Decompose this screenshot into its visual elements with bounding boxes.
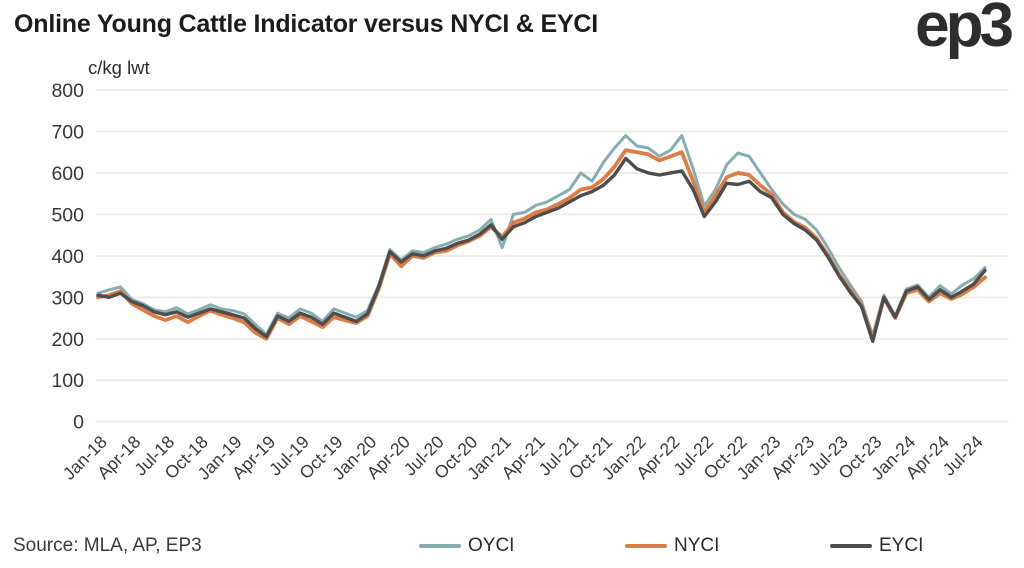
legend-label-oyci: OYCI [468,535,515,556]
y-axis-unit-label: c/kg lwt [88,57,150,78]
y-tick-label: 800 [51,80,84,102]
source-note: Source: MLA, AP, EP3 [13,535,202,556]
oyci-line-swatch-icon [419,543,461,549]
page-title: Online Young Cattle Indicator versus NYC… [14,10,599,38]
nyci-line-swatch-icon [625,543,667,549]
line-chart-canvas: 0 100 200 300 400 500 600 700 800 Jan-18Apr-18Jul… [51,80,1008,484]
y-tick-label: 400 [51,246,84,268]
legend-label-nyci: NYCI [674,535,720,556]
ep3-logo: ep3 [915,0,1014,60]
x-axis-tick-labels: Jan-18Apr-18Jul-18Oct-18Jan-19Apr-19Jul-… [59,432,987,484]
eyci-line [96,156,987,343]
eyci-line-swatch-icon [830,543,872,549]
y-tick-label: 500 [51,204,84,226]
y-tick-label: 200 [51,329,84,351]
y-tick-label: 700 [51,121,84,143]
oyci-line [96,134,987,337]
legend-item-nyci: NYCI [625,535,719,557]
y-tick-label: 600 [51,163,84,185]
gridlines [96,89,1008,423]
y-tick-label: 300 [51,287,84,309]
y-tick-label: 0 [73,412,84,434]
x-tick-label: Jul-24 [939,432,987,480]
legend-item-oyci: OYCI [419,535,514,557]
y-tick-label: 100 [51,370,84,392]
legend-item-eyci: EYCI [830,535,923,557]
y-axis-tick-labels: 0 100 200 300 400 500 600 700 800 [51,80,84,434]
legend-label-eyci: EYCI [879,535,924,556]
